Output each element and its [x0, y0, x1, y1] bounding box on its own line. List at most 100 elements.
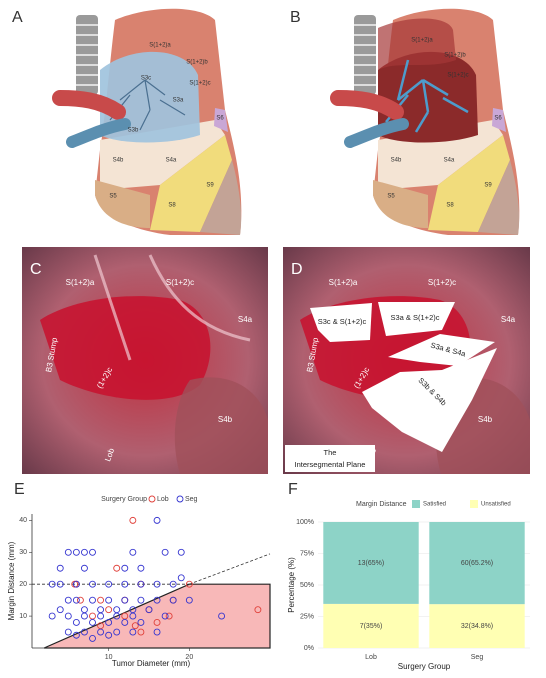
y-axis-title: Percentage (%): [287, 557, 296, 613]
panel-label: B: [290, 9, 301, 26]
point: [113, 612, 121, 620]
photo-label: Lob: [103, 447, 116, 463]
point: [185, 596, 193, 604]
legend-title: Margin Distance: [356, 501, 407, 508]
point: [80, 628, 88, 636]
point: [129, 612, 137, 620]
region-labels: S(1+2)a S(1+2)b S(1+2)c S3c S3a S3b S4a …: [109, 43, 224, 209]
caption: Intersegmental Plane: [295, 460, 366, 469]
photo-label: S3a & S(1+2)c: [391, 313, 440, 322]
x-tick-label: 20: [185, 654, 193, 661]
point: [105, 580, 113, 588]
point: [137, 619, 145, 626]
photo-label: S4a: [238, 315, 253, 324]
region-label: S4b: [391, 158, 402, 164]
photo-label: S4b: [478, 415, 493, 424]
region-label: S9: [206, 183, 214, 189]
legend-label: Seg: [185, 496, 198, 503]
panel-label: C: [30, 261, 42, 278]
point: [137, 628, 145, 636]
y-axis-title: Margin Distance (mm): [7, 541, 16, 620]
bar-segment: [429, 522, 525, 605]
point: [97, 596, 105, 604]
point: [72, 548, 80, 556]
region-label: S3b: [128, 128, 139, 134]
bar-segment: [429, 604, 525, 648]
point: [113, 628, 121, 636]
point: [80, 548, 88, 556]
region-label: S4b: [113, 158, 124, 164]
legend-swatch: [412, 500, 420, 508]
vein: [66, 118, 131, 148]
point: [72, 631, 80, 639]
x-tick-label: 10: [105, 654, 113, 661]
point: [89, 548, 96, 556]
point: [105, 631, 113, 639]
point: [72, 580, 80, 588]
panel-label: D: [291, 261, 303, 278]
point: [48, 612, 56, 620]
point: [56, 606, 64, 614]
region-label: S(1+2)a: [149, 43, 171, 49]
point: [80, 606, 88, 614]
point: [97, 606, 105, 614]
point: [56, 564, 64, 572]
point: [76, 596, 84, 604]
point: [89, 596, 96, 604]
x-axis-title: Surgery Group: [398, 662, 451, 671]
region-label: S8: [446, 203, 454, 209]
point: [153, 628, 161, 636]
point: [105, 606, 113, 614]
point: [89, 619, 96, 626]
point: [153, 619, 161, 626]
photo-label: S3c & S(1+2)c: [318, 317, 367, 326]
point: [48, 580, 56, 588]
lung-illustration: [330, 7, 521, 236]
point: [177, 548, 185, 556]
point: [64, 548, 72, 556]
point: [113, 606, 121, 614]
point: [177, 574, 185, 582]
point: [137, 564, 145, 572]
point: [64, 628, 72, 636]
bar-segment: [323, 603, 419, 648]
point: [137, 580, 145, 588]
point: [56, 580, 64, 588]
y-tick-label: 75%: [300, 550, 314, 557]
region-label: S(1+2)c: [447, 73, 468, 79]
photo-label: S(1+2)a: [329, 278, 358, 287]
region-label: S8: [168, 203, 176, 209]
point: [105, 596, 113, 604]
point: [169, 596, 177, 604]
point: [72, 596, 80, 604]
region-label: S(1+2)b: [444, 53, 466, 59]
point: [121, 596, 129, 604]
photo-label: Lob: [365, 447, 378, 463]
legend-marker: [176, 495, 184, 503]
region-label: S(1+2)b: [186, 60, 208, 66]
region-label: S5: [387, 194, 395, 200]
value-label: 32(34.8%): [461, 623, 493, 630]
region-label: S(1+2)c: [189, 81, 210, 87]
point: [161, 612, 169, 620]
point: [97, 628, 105, 636]
point: [113, 564, 121, 572]
y-tick-label: 30: [19, 549, 27, 556]
point: [161, 548, 169, 556]
reference-line: [189, 553, 271, 585]
region-label: S4a: [166, 158, 177, 164]
point: [89, 634, 96, 642]
region-label: S6: [494, 116, 502, 122]
point: [153, 596, 161, 604]
point: [72, 619, 80, 626]
y-tick-label: 40: [19, 517, 27, 524]
point: [121, 564, 129, 572]
photo-label: S(1+2)c: [428, 278, 456, 287]
point: [165, 612, 173, 620]
point: [64, 596, 72, 604]
point: [105, 619, 113, 626]
point: [121, 619, 129, 626]
photo-label: S(1+2)c: [166, 278, 194, 287]
point: [131, 622, 139, 630]
